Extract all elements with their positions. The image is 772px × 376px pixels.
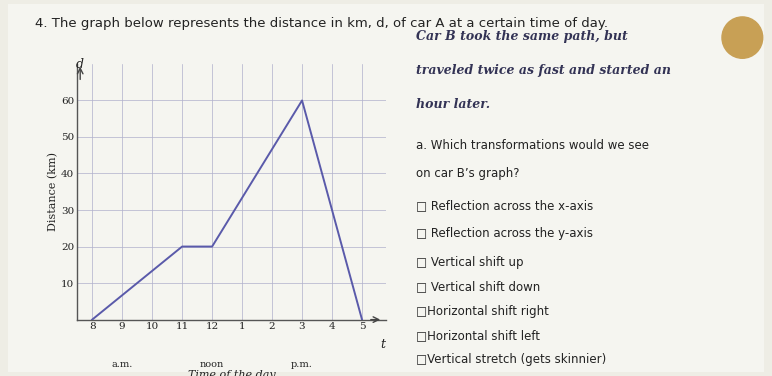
Text: d: d (76, 58, 84, 71)
Text: □Horizontal shift left: □Horizontal shift left (416, 329, 540, 342)
Circle shape (722, 17, 763, 58)
Text: p.m.: p.m. (291, 360, 313, 369)
Text: traveled twice as fast and started an: traveled twice as fast and started an (416, 64, 672, 77)
Text: □Horizontal shift right: □Horizontal shift right (416, 305, 549, 318)
Text: a.m.: a.m. (111, 360, 133, 369)
Text: □ Vertical shift up: □ Vertical shift up (416, 256, 523, 269)
Text: □ Reflection across the y-axis: □ Reflection across the y-axis (416, 227, 593, 241)
Text: hour later.: hour later. (416, 98, 490, 111)
Text: on car B’s graph?: on car B’s graph? (416, 167, 520, 180)
X-axis label: Time of the day: Time of the day (188, 370, 276, 376)
Y-axis label: Distance (km): Distance (km) (48, 152, 59, 231)
Text: □ Vertical shift down: □ Vertical shift down (416, 280, 540, 293)
Text: □Vertical stretch (gets skinnier): □Vertical stretch (gets skinnier) (416, 353, 607, 367)
Text: a. Which transformations would we see: a. Which transformations would we see (416, 139, 649, 152)
Text: t: t (381, 338, 385, 351)
Text: 4. The graph below represents the distance in km, d, of car A at a certain time : 4. The graph below represents the distan… (35, 17, 608, 30)
Text: noon: noon (200, 360, 224, 369)
Text: Car B took the same path, but: Car B took the same path, but (416, 30, 628, 43)
Text: □ Reflection across the x-axis: □ Reflection across the x-axis (416, 199, 594, 212)
